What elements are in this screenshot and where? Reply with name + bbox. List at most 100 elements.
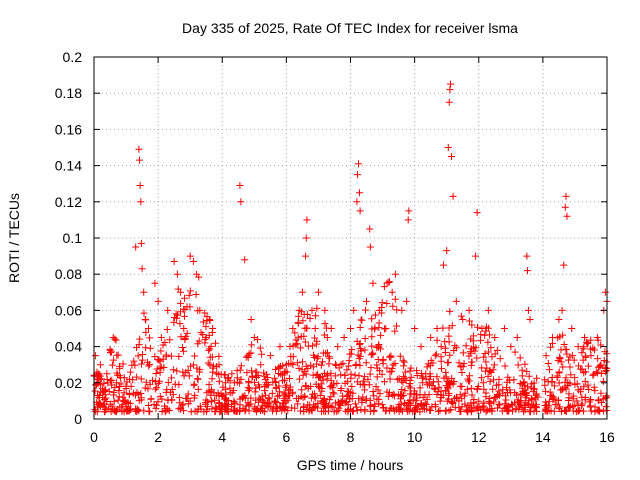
data-point (520, 379, 528, 387)
data-point (177, 308, 185, 316)
data-point (406, 380, 414, 388)
data-point (416, 384, 424, 392)
data-point (458, 403, 466, 411)
data-point (151, 353, 159, 361)
data-point (503, 378, 511, 386)
data-point (352, 360, 360, 368)
data-point (257, 361, 265, 369)
data-point (541, 401, 549, 409)
data-point (157, 334, 165, 342)
data-point (344, 378, 352, 386)
data-point (312, 312, 320, 320)
x-tick-label: 6 (282, 429, 290, 445)
data-point (245, 407, 253, 415)
data-point (434, 407, 442, 415)
data-point (302, 370, 310, 378)
data-point (332, 361, 340, 369)
data-point (482, 323, 490, 331)
data-point (579, 345, 587, 353)
data-point (353, 378, 361, 386)
data-point (403, 407, 411, 415)
data-point (245, 387, 253, 395)
data-point (368, 315, 376, 323)
data-point (134, 352, 142, 360)
data-point (284, 407, 292, 415)
data-point (520, 408, 528, 416)
data-point (419, 379, 427, 387)
data-point (458, 383, 466, 391)
data-point (442, 387, 450, 395)
data-point (145, 325, 153, 332)
data-point (187, 408, 195, 416)
data-point (391, 270, 399, 278)
data-point (300, 403, 308, 411)
data-point (507, 343, 515, 351)
data-point (293, 359, 301, 367)
data-point (92, 352, 100, 360)
data-point (116, 373, 124, 381)
data-point (225, 396, 233, 404)
data-point (594, 397, 602, 405)
data-point (468, 321, 476, 329)
data-point (399, 373, 407, 381)
data-point (403, 297, 411, 305)
data-point (562, 192, 570, 200)
data-point (281, 376, 289, 384)
data-point (566, 353, 574, 361)
data-point (164, 306, 172, 314)
data-point (154, 379, 162, 387)
data-point (557, 358, 565, 366)
data-point (236, 406, 244, 414)
data-point (175, 381, 183, 389)
data-point (115, 382, 123, 390)
data-point (446, 86, 454, 94)
data-point (215, 352, 223, 360)
data-point (154, 398, 162, 406)
data-point (406, 367, 414, 375)
data-point (433, 336, 441, 344)
data-point (467, 335, 475, 343)
data-point (137, 360, 145, 368)
data-point (386, 353, 394, 361)
data-point (512, 404, 520, 412)
data-point (431, 385, 439, 393)
data-point (272, 384, 280, 392)
data-point (435, 383, 443, 391)
data-point (156, 364, 164, 372)
data-point (303, 324, 311, 332)
data-point (372, 383, 380, 391)
data-point (522, 394, 530, 402)
data-point (180, 347, 188, 355)
data-point (399, 378, 407, 386)
data-point (215, 371, 223, 379)
data-point (431, 401, 439, 409)
data-point (215, 361, 223, 369)
data-point (261, 408, 269, 416)
data-point (345, 362, 353, 370)
data-point (114, 396, 122, 404)
data-point (180, 325, 188, 332)
data-point (245, 350, 253, 358)
data-point (576, 406, 584, 414)
data-point (326, 354, 334, 362)
data-point (599, 395, 607, 403)
data-point (261, 391, 269, 399)
data-point (302, 362, 310, 370)
data-point (583, 340, 591, 348)
data-point (142, 328, 150, 336)
data-point (100, 388, 108, 396)
data-point (324, 407, 332, 415)
data-point (282, 361, 290, 369)
data-point (383, 364, 391, 372)
y-tick-label: 0.08 (55, 266, 82, 282)
data-point (426, 362, 434, 370)
data-point (565, 403, 573, 411)
data-point (439, 261, 447, 269)
data-point (385, 279, 393, 287)
data-point (391, 359, 399, 367)
data-point (118, 408, 126, 416)
data-point (526, 315, 534, 323)
data-point (464, 375, 472, 383)
data-point (138, 265, 146, 273)
data-point (417, 343, 425, 351)
